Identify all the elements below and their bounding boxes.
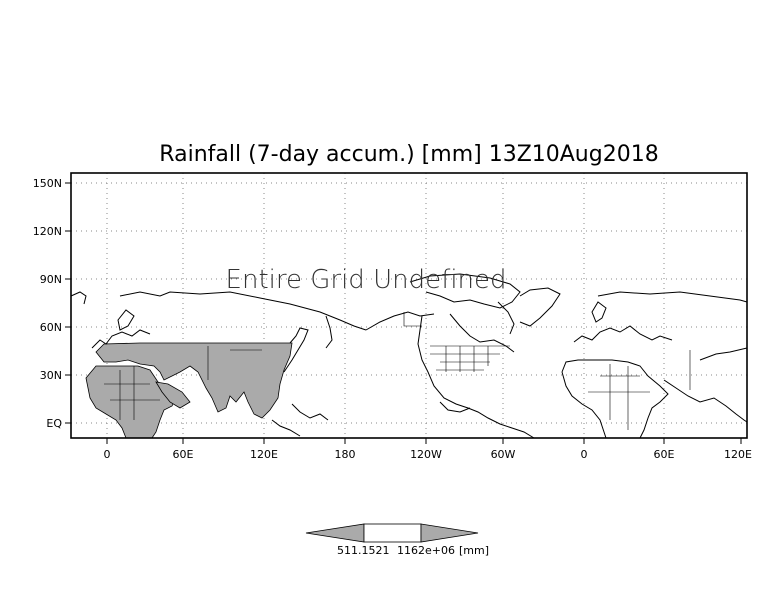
lat-label-150n: 150N <box>33 177 62 190</box>
shaded-land-arabia <box>155 381 191 409</box>
map-frame <box>70 172 748 439</box>
lon-label-120e: 120E <box>250 448 278 461</box>
lon-label-180: 180 <box>335 448 356 461</box>
colorbar-label-right: 1162e+06 <box>397 544 455 557</box>
lon-label-60e: 60E <box>173 448 194 461</box>
lon-label-60w: 60W <box>491 448 516 461</box>
shaded-land-eurasia <box>95 342 293 419</box>
colorbar-right-arrow <box>420 523 479 543</box>
lon-label-120w: 120W <box>410 448 442 461</box>
boundaries <box>104 312 691 430</box>
colorbar-label-left: 511.1521 <box>337 544 390 557</box>
lon-label-120e-repeat: 120E <box>724 448 752 461</box>
lat-label-eq: EQ <box>46 417 62 430</box>
colorbar-box <box>363 523 422 543</box>
lat-label-90n: 90N <box>40 273 62 286</box>
lon-label-0: 0 <box>104 448 111 461</box>
lat-label-120n: 120N <box>33 225 62 238</box>
lon-label-0-repeat: 0 <box>581 448 588 461</box>
lat-label-30n: 30N <box>40 369 62 382</box>
lat-labels: 150N 120N 90N 60N 30N EQ <box>33 177 63 430</box>
colorbar-unit: [mm] <box>459 544 489 557</box>
lat-ticks <box>65 182 71 424</box>
lon-label-60e-repeat: 60E <box>654 448 675 461</box>
map-title: Rainfall (7-day accum.) [mm] 13Z10Aug201… <box>159 142 658 167</box>
lon-ticks <box>106 438 742 444</box>
colorbar: 511.1521 1162e+06 [mm] <box>305 523 489 557</box>
lat-label-60n: 60N <box>40 321 62 334</box>
undefined-grid-label: Entire Grid Undefined <box>226 265 507 295</box>
colorbar-left-arrow <box>305 523 365 543</box>
lon-labels: 0 60E 120E 180 120W 60W 0 60E 120E <box>104 448 753 461</box>
